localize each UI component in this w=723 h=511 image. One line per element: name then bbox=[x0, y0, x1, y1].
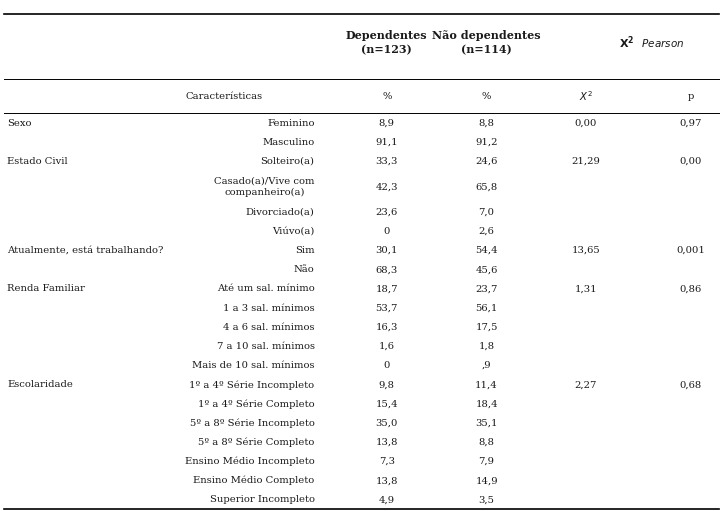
Text: 8,9: 8,9 bbox=[379, 119, 395, 128]
Text: 8,8: 8,8 bbox=[479, 119, 495, 128]
Text: Não: Não bbox=[294, 265, 315, 274]
Text: Solteiro(a): Solteiro(a) bbox=[260, 157, 315, 166]
Text: 11,4: 11,4 bbox=[475, 380, 498, 389]
Text: Dependentes
(n=123): Dependentes (n=123) bbox=[346, 30, 427, 55]
Text: 1,6: 1,6 bbox=[379, 342, 395, 351]
Text: 18,4: 18,4 bbox=[475, 400, 498, 408]
Text: 91,1: 91,1 bbox=[375, 137, 398, 147]
Text: 68,3: 68,3 bbox=[376, 265, 398, 274]
Text: 3,5: 3,5 bbox=[479, 495, 495, 504]
Text: %: % bbox=[382, 92, 391, 101]
Text: 7 a 10 sal. mínimos: 7 a 10 sal. mínimos bbox=[216, 342, 315, 351]
Text: Atualmente, está trabalhando?: Atualmente, está trabalhando? bbox=[7, 246, 163, 255]
Text: 33,3: 33,3 bbox=[376, 157, 398, 166]
Text: 30,1: 30,1 bbox=[375, 246, 398, 255]
Text: ,9: ,9 bbox=[482, 361, 492, 370]
Text: 35,1: 35,1 bbox=[475, 419, 498, 428]
Text: 56,1: 56,1 bbox=[476, 304, 497, 313]
Text: 16,3: 16,3 bbox=[376, 323, 398, 332]
Text: Estado Civil: Estado Civil bbox=[7, 157, 68, 166]
Text: 23,7: 23,7 bbox=[476, 285, 497, 293]
Text: p: p bbox=[688, 92, 693, 101]
Text: Sexo: Sexo bbox=[7, 119, 32, 128]
Text: 1º a 4º Série Incompleto: 1º a 4º Série Incompleto bbox=[189, 380, 315, 389]
Text: 53,7: 53,7 bbox=[376, 304, 398, 313]
Text: 1,8: 1,8 bbox=[479, 342, 495, 351]
Text: 23,6: 23,6 bbox=[376, 207, 398, 217]
Text: Feminino: Feminino bbox=[267, 119, 315, 128]
Text: 1,31: 1,31 bbox=[574, 285, 597, 293]
Text: 5º a 8º Série Completo: 5º a 8º Série Completo bbox=[198, 437, 315, 447]
Text: 4 a 6 sal. mínimos: 4 a 6 sal. mínimos bbox=[223, 323, 315, 332]
Text: 91,2: 91,2 bbox=[475, 137, 498, 147]
Text: 15,4: 15,4 bbox=[375, 400, 398, 408]
Text: 35,0: 35,0 bbox=[376, 419, 398, 428]
Text: Divorciado(a): Divorciado(a) bbox=[246, 207, 315, 217]
Text: %: % bbox=[482, 92, 491, 101]
Text: 14,9: 14,9 bbox=[475, 476, 498, 485]
Text: 18,7: 18,7 bbox=[375, 285, 398, 293]
Text: $\mathbf{X^2}$: $\mathbf{X^2}$ bbox=[619, 34, 635, 51]
Text: 21,29: 21,29 bbox=[571, 157, 600, 166]
Text: Viúvo(a): Viúvo(a) bbox=[272, 227, 315, 236]
Text: 0,86: 0,86 bbox=[680, 285, 701, 293]
Text: 0: 0 bbox=[384, 361, 390, 370]
Text: Não dependentes
(n=114): Não dependentes (n=114) bbox=[432, 30, 541, 55]
Text: Superior Incompleto: Superior Incompleto bbox=[210, 495, 315, 504]
Text: $X^2$: $X^2$ bbox=[578, 89, 593, 103]
Text: Até um sal. mínimo: Até um sal. mínimo bbox=[217, 285, 315, 293]
Text: 13,8: 13,8 bbox=[375, 438, 398, 447]
Text: Casado(a)/Vive com
companheiro(a): Casado(a)/Vive com companheiro(a) bbox=[214, 177, 315, 197]
Text: 45,6: 45,6 bbox=[476, 265, 497, 274]
Text: Mais de 10 sal. mínimos: Mais de 10 sal. mínimos bbox=[192, 361, 315, 370]
Text: $\it{Pearson}$: $\it{Pearson}$ bbox=[638, 37, 685, 49]
Text: Características: Características bbox=[186, 92, 262, 101]
Text: Ensino Médio Incompleto: Ensino Médio Incompleto bbox=[185, 457, 315, 466]
Text: 2,27: 2,27 bbox=[575, 380, 596, 389]
Text: Renda Familiar: Renda Familiar bbox=[7, 285, 85, 293]
Text: 42,3: 42,3 bbox=[375, 182, 398, 191]
Text: 17,5: 17,5 bbox=[475, 323, 498, 332]
Text: 0: 0 bbox=[384, 227, 390, 236]
Text: 0,00: 0,00 bbox=[680, 157, 701, 166]
Text: 7,9: 7,9 bbox=[479, 457, 495, 466]
Text: 65,8: 65,8 bbox=[476, 182, 497, 191]
Text: Sim: Sim bbox=[295, 246, 315, 255]
Text: 1º a 4º Série Completo: 1º a 4º Série Completo bbox=[198, 399, 315, 409]
Text: 0,97: 0,97 bbox=[680, 119, 701, 128]
Text: 2,6: 2,6 bbox=[479, 227, 495, 236]
Text: 13,8: 13,8 bbox=[375, 476, 398, 485]
Text: 1 a 3 sal. mínimos: 1 a 3 sal. mínimos bbox=[223, 304, 315, 313]
Text: 13,65: 13,65 bbox=[571, 246, 600, 255]
Text: 9,8: 9,8 bbox=[379, 380, 395, 389]
Text: 54,4: 54,4 bbox=[475, 246, 498, 255]
Text: Masculino: Masculino bbox=[262, 137, 315, 147]
Text: Escolaridade: Escolaridade bbox=[7, 380, 73, 389]
Text: 0,68: 0,68 bbox=[680, 380, 701, 389]
Text: Ensino Médio Completo: Ensino Médio Completo bbox=[193, 476, 315, 485]
Text: 7,3: 7,3 bbox=[379, 457, 395, 466]
Text: 0,00: 0,00 bbox=[575, 119, 596, 128]
Text: 0,001: 0,001 bbox=[676, 246, 705, 255]
Text: 5º a 8º Série Incompleto: 5º a 8º Série Incompleto bbox=[189, 419, 315, 428]
Text: 7,0: 7,0 bbox=[479, 207, 495, 217]
Text: 8,8: 8,8 bbox=[479, 438, 495, 447]
Text: 4,9: 4,9 bbox=[379, 495, 395, 504]
Text: 24,6: 24,6 bbox=[476, 157, 497, 166]
